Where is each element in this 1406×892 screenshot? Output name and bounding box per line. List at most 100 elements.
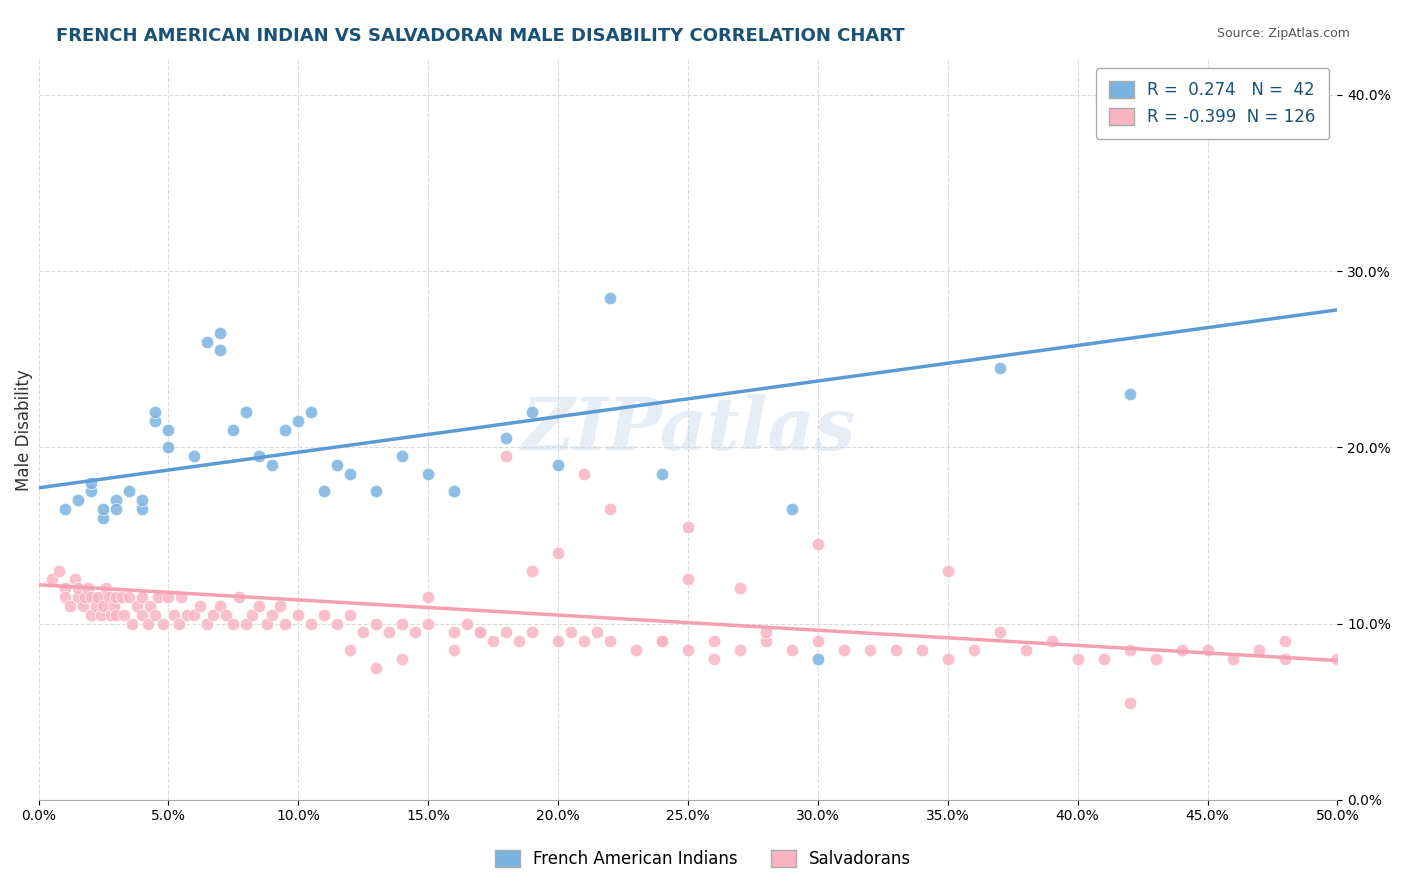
Point — [1118, 696, 1140, 710]
Point — [470, 625, 492, 640]
Point — [728, 643, 751, 657]
Point — [482, 634, 505, 648]
Point — [41, 573, 63, 587]
Point — [780, 502, 803, 516]
Point — [1326, 652, 1348, 666]
Point — [780, 643, 803, 657]
Point — [131, 590, 153, 604]
Point — [391, 652, 413, 666]
Legend: R =  0.274   N =  42, R = -0.399  N = 126: R = 0.274 N = 42, R = -0.399 N = 126 — [1095, 68, 1329, 139]
Point — [247, 449, 270, 463]
Point — [256, 616, 278, 631]
Point — [183, 607, 205, 622]
Point — [832, 643, 855, 657]
Point — [157, 590, 180, 604]
Point — [131, 607, 153, 622]
Point — [1066, 652, 1088, 666]
Point — [963, 643, 986, 657]
Point — [676, 519, 699, 533]
Point — [560, 625, 582, 640]
Point — [703, 634, 725, 648]
Point — [443, 625, 465, 640]
Point — [651, 467, 673, 481]
Point — [807, 537, 830, 551]
Point — [262, 458, 284, 472]
Point — [418, 467, 440, 481]
Point — [262, 607, 284, 622]
Point — [201, 607, 224, 622]
Point — [703, 652, 725, 666]
Point — [572, 634, 595, 648]
Point — [599, 634, 621, 648]
Point — [287, 607, 309, 622]
Point — [1274, 634, 1296, 648]
Point — [391, 616, 413, 631]
Point — [209, 343, 232, 358]
Point — [520, 405, 543, 419]
Point — [418, 590, 440, 604]
Point — [48, 564, 70, 578]
Point — [287, 414, 309, 428]
Point — [209, 599, 232, 613]
Point — [145, 414, 167, 428]
Point — [90, 607, 112, 622]
Point — [1015, 643, 1038, 657]
Point — [66, 582, 89, 596]
Point — [170, 590, 193, 604]
Point — [274, 616, 297, 631]
Point — [214, 607, 236, 622]
Point — [911, 643, 934, 657]
Point — [1197, 643, 1219, 657]
Point — [599, 291, 621, 305]
Point — [53, 582, 76, 596]
Point — [520, 564, 543, 578]
Point — [807, 634, 830, 648]
Point — [157, 423, 180, 437]
Point — [247, 599, 270, 613]
Point — [75, 590, 97, 604]
Point — [755, 634, 778, 648]
Point — [755, 625, 778, 640]
Point — [366, 660, 388, 674]
Point — [1118, 643, 1140, 657]
Point — [314, 607, 336, 622]
Point — [495, 625, 517, 640]
Point — [63, 573, 86, 587]
Point — [470, 625, 492, 640]
Point — [456, 616, 478, 631]
Point — [599, 502, 621, 516]
Point — [547, 634, 569, 648]
Point — [145, 607, 167, 622]
Point — [624, 643, 647, 657]
Point — [84, 599, 107, 613]
Point — [79, 475, 101, 490]
Point — [79, 484, 101, 499]
Point — [299, 616, 322, 631]
Point — [418, 616, 440, 631]
Point — [152, 616, 174, 631]
Point — [326, 616, 349, 631]
Point — [66, 590, 89, 604]
Point — [105, 590, 128, 604]
Point — [235, 405, 257, 419]
Point — [1170, 643, 1192, 657]
Point — [111, 590, 134, 604]
Point — [366, 616, 388, 631]
Point — [127, 599, 149, 613]
Point — [676, 573, 699, 587]
Point — [443, 643, 465, 657]
Point — [339, 607, 361, 622]
Point — [197, 616, 219, 631]
Point — [222, 423, 245, 437]
Point — [1249, 643, 1271, 657]
Text: FRENCH AMERICAN INDIAN VS SALVADORAN MALE DISABILITY CORRELATION CHART: FRENCH AMERICAN INDIAN VS SALVADORAN MAL… — [56, 27, 905, 45]
Point — [103, 599, 125, 613]
Point — [97, 590, 120, 604]
Point — [183, 449, 205, 463]
Point — [547, 546, 569, 560]
Point — [884, 643, 907, 657]
Point — [188, 599, 211, 613]
Point — [105, 502, 128, 516]
Point — [572, 467, 595, 481]
Point — [131, 502, 153, 516]
